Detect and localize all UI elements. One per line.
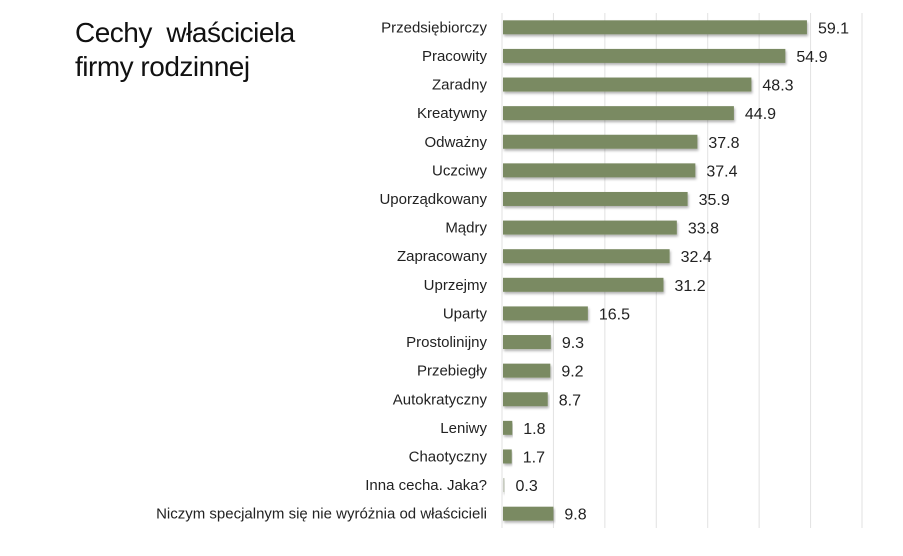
category-label: Autokratyczny bbox=[393, 391, 488, 408]
value-label: 16.5 bbox=[599, 306, 630, 323]
bar bbox=[503, 478, 505, 493]
value-label: 54.9 bbox=[796, 49, 827, 66]
category-label: Zaradny bbox=[432, 77, 488, 94]
value-label: 0.3 bbox=[516, 478, 538, 495]
value-label: 48.3 bbox=[762, 78, 793, 95]
value-label: 1.7 bbox=[523, 449, 545, 466]
bar bbox=[503, 506, 554, 521]
chart-title-line-2: firmy rodzinnej bbox=[75, 51, 250, 82]
bar bbox=[503, 134, 698, 149]
category-label: Uczciwy bbox=[432, 162, 487, 179]
bar bbox=[503, 392, 548, 407]
bar bbox=[503, 220, 677, 235]
category-label: Chaotyczny bbox=[409, 448, 488, 465]
value-label: 8.7 bbox=[559, 392, 581, 409]
value-label: 32.4 bbox=[681, 249, 712, 266]
value-label: 9.8 bbox=[564, 507, 586, 524]
bar bbox=[503, 420, 513, 435]
category-label: Przedsiębiorczy bbox=[381, 19, 487, 36]
bar bbox=[503, 277, 664, 292]
chart-title: Cechy właściciela firmy rodzinnej bbox=[75, 16, 295, 84]
category-label: Pracowity bbox=[422, 48, 488, 65]
bar bbox=[503, 106, 734, 121]
category-label: Leniwy bbox=[440, 420, 487, 437]
value-label: 35.9 bbox=[699, 192, 730, 209]
bar bbox=[503, 163, 696, 178]
category-label: Kreatywny bbox=[417, 105, 488, 122]
category-label: Prostolinijny bbox=[406, 334, 487, 351]
bar bbox=[503, 306, 588, 321]
bar bbox=[503, 191, 688, 206]
bar bbox=[503, 363, 551, 378]
bar bbox=[503, 77, 752, 92]
category-label: Odważny bbox=[424, 134, 487, 151]
value-label: 9.3 bbox=[562, 335, 584, 352]
bar bbox=[503, 20, 807, 35]
category-label: Uporządkowany bbox=[379, 191, 487, 208]
category-label: Uprzejmy bbox=[424, 277, 488, 294]
value-label: 59.1 bbox=[818, 20, 849, 37]
category-label: Inna cecha. Jaka? bbox=[365, 477, 487, 494]
chart-title-line-1: Cechy właściciela bbox=[75, 17, 295, 48]
bar bbox=[503, 249, 670, 264]
value-label: 1.8 bbox=[523, 421, 545, 438]
value-label: 37.8 bbox=[708, 135, 739, 152]
value-label: 9.2 bbox=[561, 364, 583, 381]
value-label: 37.4 bbox=[706, 163, 737, 180]
category-label: Zapracowany bbox=[397, 248, 488, 265]
value-label: 44.9 bbox=[745, 106, 776, 123]
bar bbox=[503, 449, 512, 464]
value-label: 31.2 bbox=[674, 278, 705, 295]
bar bbox=[503, 335, 551, 350]
bar bbox=[503, 48, 786, 63]
category-label: Niczym specjalnym się nie wyróżnia od wł… bbox=[156, 506, 487, 523]
category-label: Przebiegły bbox=[417, 363, 488, 380]
category-label: Uparty bbox=[443, 305, 488, 322]
value-label: 33.8 bbox=[688, 221, 719, 238]
category-label: Mądry bbox=[445, 220, 487, 237]
